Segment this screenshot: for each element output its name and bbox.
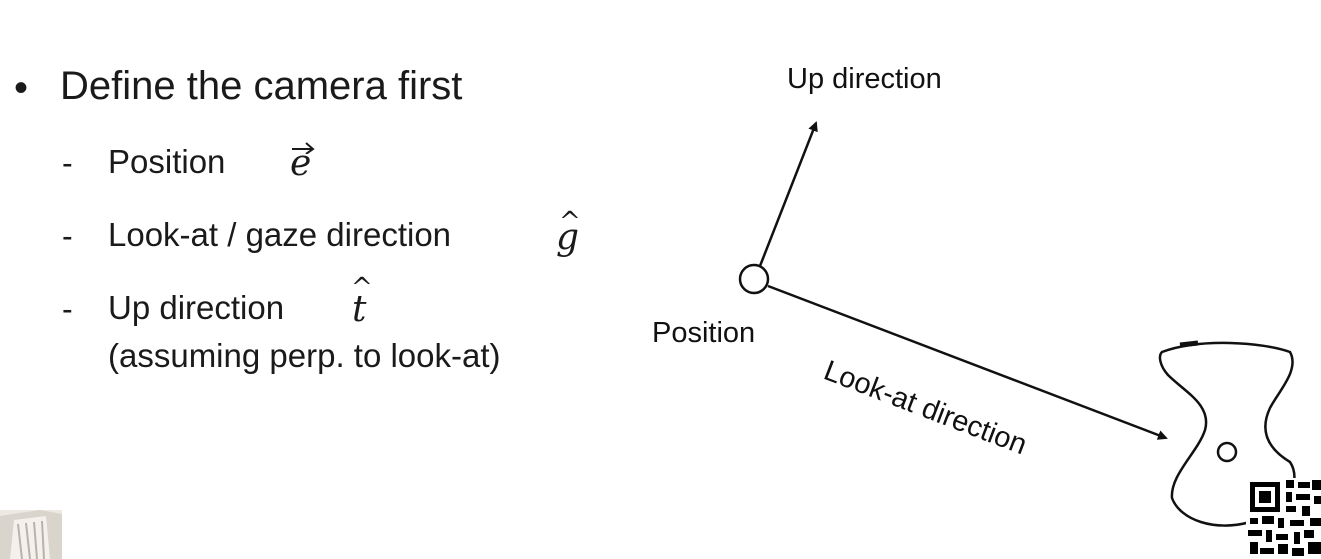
up-direction-arrow (758, 121, 818, 267)
object-mark (1179, 340, 1199, 348)
sub-item-up-label: Up direction (108, 289, 285, 326)
symbol-g-hat: g ^ (556, 209, 581, 258)
qr-code-icon (1246, 478, 1321, 559)
main-point-text: Define the camera first (60, 64, 463, 108)
bullet-dot: • (14, 66, 29, 110)
sub-bullet-dash: - (62, 218, 73, 254)
position-label: Position (652, 317, 755, 349)
lookat-direction-label: Look-at direction (819, 355, 1031, 462)
sub-item-gaze-label: Look-at / gaze direction (108, 216, 452, 253)
sub-bullet-dash: - (62, 145, 73, 181)
sub-item-position-label: Position (108, 143, 226, 180)
sub-item-up-note: (assuming perp. to look-at) (108, 337, 501, 374)
lookat-direction-arrow (767, 284, 1168, 440)
symbol-e-vector: e (290, 142, 315, 184)
hat-accent-icon: ^ (351, 273, 373, 303)
vector-arrow-icon (292, 142, 315, 154)
symbol-g-letter: g (556, 217, 580, 258)
hat-accent-icon: ^ (559, 207, 581, 237)
up-direction-label: Up direction (787, 63, 942, 95)
symbol-t-hat: t ^ (351, 275, 373, 330)
sub-bullet-dash: - (62, 291, 73, 327)
symbol-t-letter: t (352, 289, 367, 330)
object-hole-circle (1216, 441, 1238, 463)
camera-position-circle (738, 263, 770, 295)
webcam-thumbnail (0, 510, 62, 559)
